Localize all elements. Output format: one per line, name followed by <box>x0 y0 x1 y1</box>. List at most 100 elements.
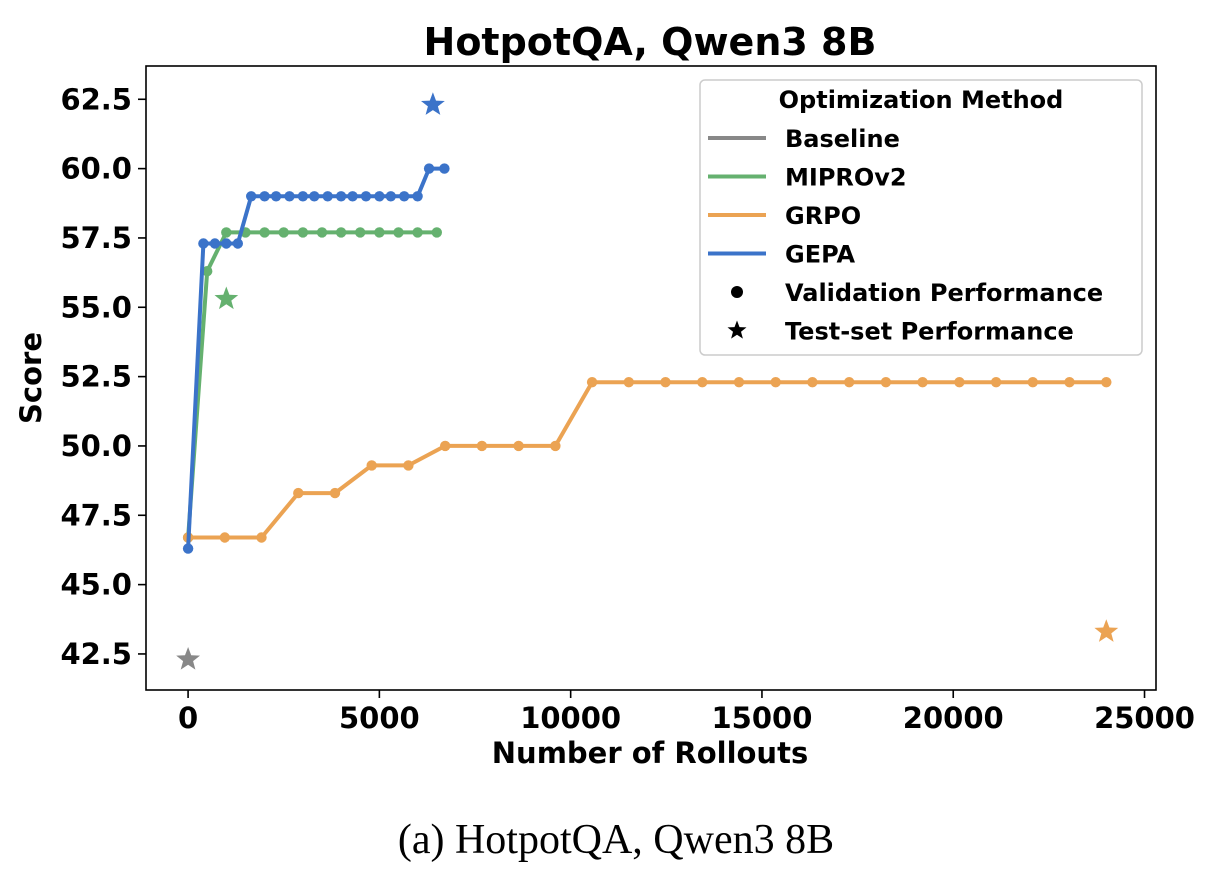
gepa-validation-point <box>385 191 396 202</box>
gepa-validation-point <box>246 191 257 202</box>
grpo-validation-point <box>440 440 451 452</box>
y-tick-label: 60.0 <box>60 152 132 186</box>
grpo-validation-point <box>550 440 561 452</box>
gepa-validation-point <box>284 191 295 202</box>
x-tick-label: 5000 <box>339 701 420 735</box>
gepa-validation-point <box>259 191 270 202</box>
grpo-validation-point <box>697 377 708 388</box>
legend-label-validation-performance: Validation Performance <box>785 279 1103 307</box>
grpo-validation-point <box>770 377 781 388</box>
y-axis-label: Score <box>14 332 48 424</box>
grpo-validation-point <box>586 377 598 388</box>
gepa-validation-point <box>270 191 282 202</box>
miprov2-validation-point <box>374 227 385 238</box>
y-axis-ticks: 42.5 45.0 47.5 50.0 52.5 55.0 57.5 60.0 62.5 <box>60 82 146 671</box>
y-tick-label: 47.5 <box>60 498 132 532</box>
x-tick-label: 25000 <box>1094 701 1195 735</box>
gepa-validation-point <box>423 163 435 174</box>
series-miprov2 <box>182 227 442 543</box>
grpo-validation-point <box>403 460 414 471</box>
legend-entries: Baseline MIPROv2 GRPO GEPA Validation Perfor… <box>708 125 1103 346</box>
gepa-validation-point <box>412 191 423 202</box>
series-layer <box>176 92 1119 670</box>
miprov2-validation-point <box>412 227 423 238</box>
gepa-validation-point <box>182 543 194 554</box>
legend: Optimization Method Baseline MIPROv2 GRPO G… <box>699 79 1143 356</box>
grpo-validation-line <box>188 380 1107 540</box>
grpo-validation-point <box>623 377 634 388</box>
legend-box <box>699 79 1143 356</box>
x-axis-label: Number of Rollouts <box>492 736 808 770</box>
gepa-validation-point <box>439 163 450 174</box>
grpo-validation-point <box>513 440 524 452</box>
grpo-validation-point <box>733 377 745 388</box>
grpo-validation-point <box>1064 377 1075 388</box>
gepa-validation-point <box>309 191 320 202</box>
baseline-test-star <box>176 647 200 670</box>
miprov2-validation-point <box>259 227 270 238</box>
miprov2-validation-point <box>202 266 213 277</box>
grpo-validation-point <box>844 377 855 388</box>
grpo-validation-point <box>807 377 818 388</box>
grpo-validation-point <box>880 377 892 388</box>
miprov2-validation-point <box>335 227 347 238</box>
legend-label-gepa: GEPA <box>785 241 855 269</box>
y-tick-label: 45.0 <box>60 568 132 602</box>
legend-label-grpo: GRPO <box>785 202 861 230</box>
series-grpo <box>182 377 1119 642</box>
series-gepa <box>182 92 450 554</box>
miprov2-validation-point <box>297 227 309 238</box>
miprov2-validation-point <box>431 227 442 238</box>
gepa-validation-point <box>335 191 347 202</box>
miprov2-test-star <box>214 286 239 310</box>
legend-swatch-validation-performance <box>731 286 743 298</box>
x-tick-label: 10000 <box>520 701 621 735</box>
gepa-validation-point <box>399 191 410 202</box>
legend-label-test-set-performance: Test-set Performance <box>785 318 1074 346</box>
x-tick-label: 20000 <box>903 701 1004 735</box>
gepa-validation-point <box>322 191 333 202</box>
chart-title: HotpotQA, Qwen3 8B <box>424 20 877 64</box>
legend-title: Optimization Method <box>779 86 1064 114</box>
figure-caption: (a) HotpotQA, Qwen3 8B <box>397 817 835 863</box>
miprov2-validation-point <box>355 227 366 238</box>
gepa-validation-point <box>198 238 209 249</box>
grpo-validation-point <box>366 460 377 471</box>
grpo-validation-point <box>917 377 928 388</box>
grpo-validation-point <box>990 377 1002 388</box>
grpo-validation-point <box>219 532 230 543</box>
legend-swatch-test-set-performance <box>727 320 747 339</box>
gepa-validation-point <box>347 191 358 202</box>
grpo-validation-point <box>476 440 488 452</box>
chart: HotpotQA, Qwen3 8B 42.5 45.0 47.5 50.0 52.5 5… <box>14 20 1195 770</box>
series-baseline <box>176 647 200 670</box>
gepa-validation-point <box>374 191 385 202</box>
grpo-validation-point <box>293 487 304 499</box>
y-tick-label: 50.0 <box>60 429 132 463</box>
miprov2-validation-point <box>221 227 232 238</box>
y-tick-label: 62.5 <box>60 82 132 116</box>
legend-label-miprov2: MIPROv2 <box>785 164 907 192</box>
y-tick-label: 55.0 <box>60 290 132 324</box>
gepa-test-star <box>421 92 445 115</box>
grpo-validation-point <box>329 487 341 499</box>
gepa-validation-point <box>221 238 232 249</box>
grpo-validation-point <box>954 377 965 388</box>
y-tick-label: 52.5 <box>60 360 132 394</box>
x-tick-label: 0 <box>178 701 198 735</box>
x-axis-ticks: 0 5000 10000 15000 20000 25000 <box>178 690 1195 735</box>
gepa-validation-point <box>232 238 243 249</box>
gepa-validation-point <box>360 191 372 202</box>
legend-label-baseline: Baseline <box>785 125 900 153</box>
gepa-validation-point <box>297 191 309 202</box>
y-tick-label: 42.5 <box>60 637 132 671</box>
grpo-validation-point <box>256 532 267 543</box>
miprov2-validation-point <box>278 227 289 238</box>
y-tick-label: 57.5 <box>60 221 132 255</box>
miprov2-validation-point <box>316 227 328 238</box>
plot-area-frame <box>145 65 1157 691</box>
grpo-validation-point <box>1027 377 1039 388</box>
x-tick-label: 15000 <box>711 701 812 735</box>
grpo-validation-point <box>660 377 671 388</box>
grpo-test-star <box>1094 619 1119 642</box>
